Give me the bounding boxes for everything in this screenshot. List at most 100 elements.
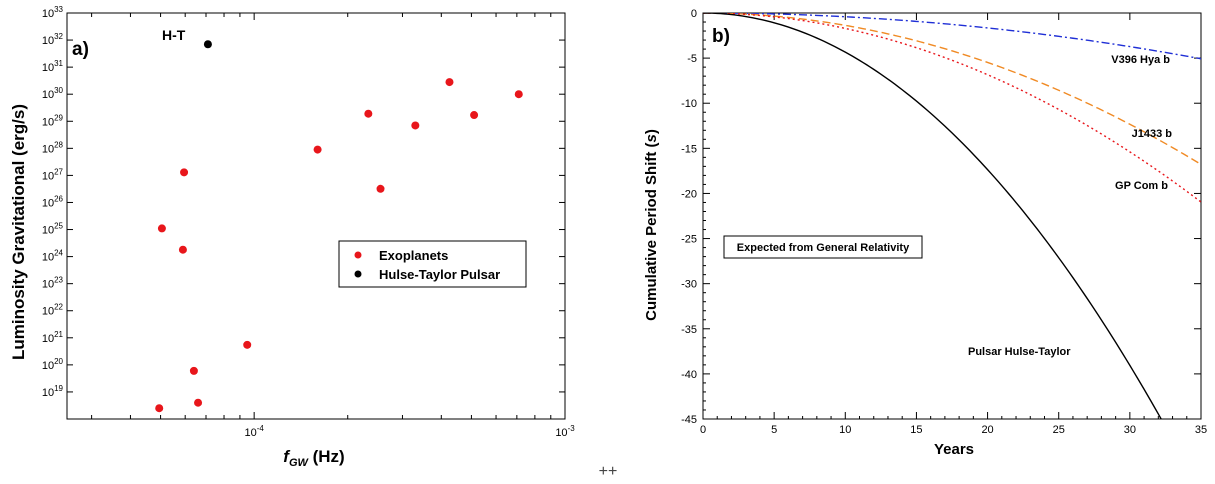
x-tick-label: 20 — [981, 424, 993, 436]
data-point-exoplanets — [313, 145, 322, 154]
y-tick-base: 10 — [42, 143, 54, 155]
series-line-gp-com-b — [703, 13, 1201, 203]
legend-entry: Exoplanets — [379, 248, 448, 263]
y-tick-label: 1024 — [42, 249, 64, 264]
y-tick-label: 1025 — [42, 222, 64, 237]
legend-entry: Hulse-Taylor Pulsar — [379, 267, 500, 282]
series-line-pulsar-hulse-taylor — [703, 13, 1162, 419]
y-tick-label: 1020 — [42, 357, 64, 372]
y-tick-label: -30 — [681, 279, 697, 291]
y-tick-base: 10 — [42, 89, 54, 101]
y-tick-base: 10 — [42, 35, 54, 47]
y-tick-label: -5 — [687, 53, 697, 65]
y-tick-label: 1028 — [42, 140, 64, 155]
panel-b-series-lines — [703, 13, 1201, 419]
panel-a-x-axis-label: fGW (Hz) — [283, 447, 344, 469]
gr-annotation-text: Expected from General Relativity — [737, 242, 910, 254]
y-axis-label-prefix: Cumulative Period Shift ( — [643, 142, 660, 320]
y-tick-base: 10 — [42, 387, 54, 399]
y-tick-base: 10 — [42, 8, 54, 20]
data-point-exoplanets — [470, 111, 479, 120]
panel-a-legend: Exoplanets Hulse-Taylor Pulsar — [338, 240, 527, 288]
x-tick-label: 25 — [1053, 424, 1065, 436]
series-line-v396-hya-b — [703, 13, 1201, 60]
y-tick-label: -45 — [681, 414, 697, 426]
y-tick-label: 1027 — [42, 167, 64, 182]
panel-b-series-labels: V396 Hya b J1433 b GP Com b Pulsar Hulse-Ta… — [968, 54, 1172, 358]
series-label: J1433 b — [1132, 128, 1173, 140]
panel-a-luminosity-chart: 1019102010211022102310241025102610271028… — [9, 5, 575, 469]
panel-a-axes: 1019102010211022102310241025102610271028… — [42, 5, 575, 439]
y-tick-exponent: 33 — [54, 5, 63, 14]
y-tick-base: 10 — [42, 170, 54, 182]
footer-mark: ++ — [599, 463, 618, 480]
panel-a-y-axis-label: Luminosity Gravitational (erg/s) — [9, 104, 28, 360]
legend-box — [338, 240, 527, 288]
legend-marker — [354, 270, 362, 278]
y-tick-label: 1033 — [42, 5, 64, 20]
series-label: GP Com b — [1115, 180, 1168, 192]
x-tick-label: 30 — [1124, 424, 1136, 436]
data-point-exoplanets — [445, 78, 454, 87]
y-tick-label: 1032 — [42, 32, 64, 47]
y-tick-label: -20 — [681, 188, 697, 200]
x-tick-label: 10-4 — [244, 424, 264, 439]
hulse-taylor-annotation: H-T — [162, 27, 186, 43]
y-tick-base: 10 — [42, 62, 54, 74]
y-tick-label: 1031 — [42, 59, 64, 74]
x-axis-label-symbol: f — [283, 447, 291, 466]
y-tick-exponent: 19 — [54, 384, 63, 393]
panel-a-markers — [155, 40, 523, 413]
x-tick-label: 0 — [700, 424, 706, 436]
series-label: Pulsar Hulse-Taylor — [968, 346, 1071, 358]
x-tick-label: 10-3 — [555, 424, 575, 439]
y-tick-base: 10 — [42, 333, 54, 345]
y-tick-exponent: 31 — [54, 59, 63, 68]
y-tick-exponent: 26 — [54, 194, 63, 203]
y-tick-exponent: 25 — [54, 222, 63, 231]
x-tick-exponent: -4 — [257, 424, 265, 433]
data-point-exoplanets — [243, 340, 252, 349]
y-tick-exponent: 22 — [54, 303, 63, 312]
y-tick-base: 10 — [42, 197, 54, 209]
x-tick-label: 5 — [771, 424, 777, 436]
y-tick-label: 0 — [691, 8, 697, 20]
y-tick-exponent: 23 — [54, 276, 63, 285]
panel-b-plot-frame — [702, 12, 1202, 420]
y-tick-label: -10 — [681, 98, 697, 110]
y-tick-base: 10 — [42, 225, 54, 237]
data-point-exoplanets — [411, 121, 420, 130]
y-tick-label: 1022 — [42, 303, 64, 318]
y-tick-label: 1029 — [42, 113, 64, 128]
y-tick-base: 10 — [42, 306, 54, 318]
y-tick-label: -40 — [681, 369, 697, 381]
data-point-exoplanets — [189, 366, 198, 375]
y-tick-base: 10 — [42, 279, 54, 291]
panel-a-plot-frame — [66, 12, 566, 420]
y-tick-label: -35 — [681, 324, 697, 336]
y-tick-exponent: 20 — [54, 357, 63, 366]
panel-b-x-axis-label: Years — [934, 441, 974, 458]
series-line-j1433-b — [703, 13, 1201, 166]
y-axis-label-suffix: ) — [643, 129, 660, 134]
y-tick-label: 1021 — [42, 330, 64, 345]
data-point-exoplanets — [194, 398, 203, 407]
y-tick-base: 10 — [42, 252, 54, 264]
x-axis-label-subscript: GW — [289, 457, 310, 469]
y-tick-exponent: 32 — [54, 32, 63, 41]
y-tick-base: 10 — [42, 360, 54, 372]
data-point-exoplanets — [514, 90, 523, 99]
data-point-exoplanets — [364, 109, 373, 118]
x-tick-label: 10 — [839, 424, 851, 436]
panel-a-label: a) — [72, 39, 89, 60]
y-tick-label: -15 — [681, 143, 697, 155]
y-tick-label: -25 — [681, 234, 697, 246]
data-point-exoplanets — [376, 184, 385, 193]
y-tick-exponent: 28 — [54, 140, 63, 149]
data-point-exoplanets — [157, 224, 166, 233]
x-axis-label-unit: (Hz) — [308, 447, 345, 466]
legend-marker — [354, 251, 362, 259]
x-tick-label: 15 — [910, 424, 922, 436]
series-label: V396 Hya b — [1111, 54, 1170, 66]
